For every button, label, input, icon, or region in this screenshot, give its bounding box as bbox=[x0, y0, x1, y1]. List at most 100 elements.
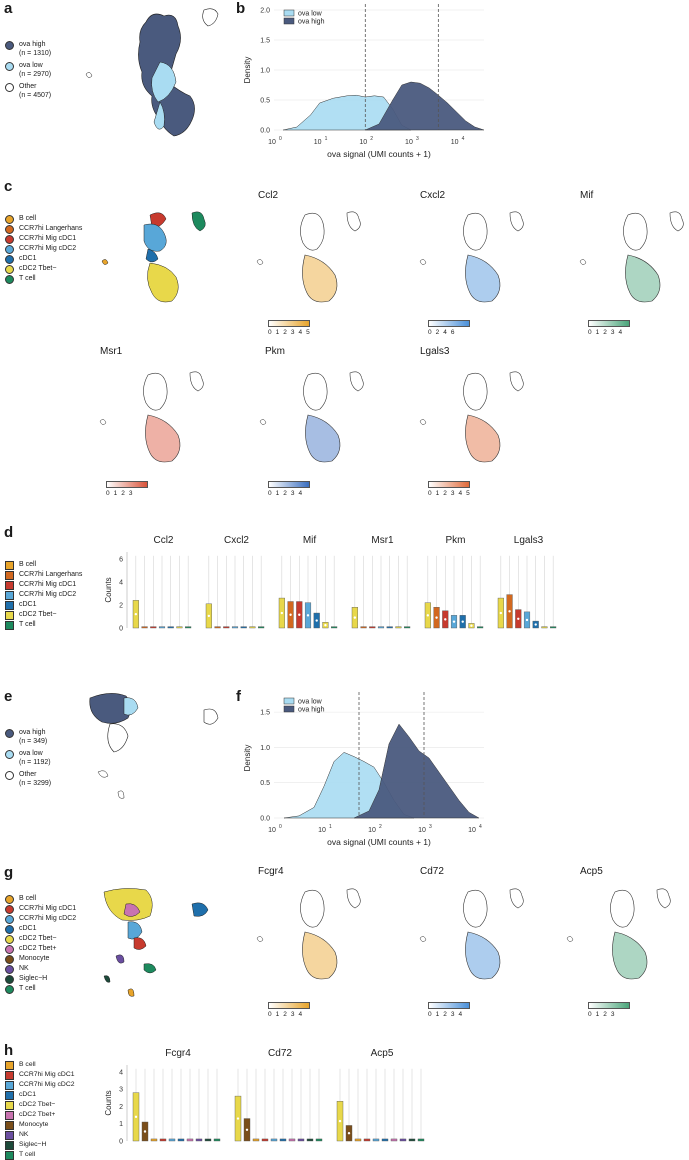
colorbar-tick-label: 2 bbox=[443, 490, 447, 497]
gene-title: Pkm bbox=[265, 346, 285, 357]
box bbox=[550, 626, 557, 629]
legend-square bbox=[5, 601, 14, 610]
y-tick-label: 0.5 bbox=[260, 98, 270, 105]
legend-label: Siglec−H bbox=[19, 975, 48, 982]
legend-label: cDC1 bbox=[19, 1091, 36, 1098]
box bbox=[270, 1138, 278, 1142]
colorbar-tick-label: 2 bbox=[121, 490, 125, 497]
gene-title: Cd72 bbox=[420, 866, 444, 877]
umap-outline-side bbox=[669, 211, 684, 232]
x-tick-exponent: 1 bbox=[329, 824, 332, 830]
legend-label: cDC2 Tbet− bbox=[19, 1101, 56, 1108]
legend-count: (n = 349) bbox=[19, 738, 48, 745]
colorbar-tick-label: 0 bbox=[268, 329, 272, 336]
panel-letter-d: d bbox=[4, 524, 14, 541]
median-dot bbox=[525, 618, 529, 622]
box bbox=[404, 626, 411, 629]
median-dot bbox=[280, 611, 284, 615]
legend-dot bbox=[5, 215, 14, 224]
median-dot bbox=[236, 1117, 240, 1120]
legend-label: Monocyte bbox=[19, 1121, 49, 1128]
colorbar-tick-label: 2 bbox=[283, 1011, 287, 1018]
colorbar-tick-label: 4 bbox=[458, 1011, 463, 1018]
legend-label: cDC2 Tbet− bbox=[19, 611, 57, 618]
umap-outline-small bbox=[419, 259, 427, 265]
legend-label: B cell bbox=[19, 561, 37, 568]
umap-g bbox=[103, 888, 209, 997]
median-dot bbox=[353, 616, 357, 619]
median-dot bbox=[134, 1115, 138, 1119]
umap-outline-small bbox=[256, 936, 264, 942]
median-dot bbox=[143, 1130, 147, 1133]
colorbar-tick-label: 0 bbox=[428, 329, 432, 336]
legend-label: Monocyte bbox=[19, 955, 50, 962]
legend-square bbox=[5, 1101, 14, 1110]
umap-outline-top bbox=[623, 212, 648, 251]
legend-square bbox=[5, 1121, 14, 1130]
umap-outline-small bbox=[99, 419, 107, 425]
y-axis-label: Counts bbox=[105, 1090, 113, 1115]
legend-dot-other bbox=[5, 771, 14, 780]
legend-square bbox=[5, 1111, 14, 1120]
legend-g: B cell CCR7hi Mig cDC1 CCR7hi Mig cDC2 c… bbox=[5, 894, 115, 994]
box bbox=[223, 626, 230, 629]
box bbox=[177, 1138, 185, 1142]
box bbox=[408, 1138, 416, 1142]
box bbox=[168, 1138, 176, 1142]
legend-square bbox=[5, 1151, 14, 1160]
legend-dot bbox=[5, 905, 14, 914]
x-tick-exponent: 1 bbox=[325, 136, 328, 142]
colorbar-tick-label: 0 bbox=[106, 490, 110, 497]
gene-title: Mif bbox=[303, 535, 317, 546]
y-tick-label: 1.0 bbox=[260, 745, 270, 752]
legend-label: B cell bbox=[19, 895, 37, 902]
legend-label: ova low bbox=[298, 11, 323, 18]
median-dot bbox=[338, 1119, 342, 1123]
y-tick-label: 4 bbox=[119, 579, 123, 586]
gene-title: Msr1 bbox=[100, 346, 123, 357]
box bbox=[252, 1138, 260, 1142]
umap-cluster-nk bbox=[115, 954, 125, 964]
gene-title: Mif bbox=[580, 190, 594, 201]
box bbox=[477, 626, 484, 629]
y-tick-label: 1.0 bbox=[260, 68, 270, 75]
colorbar-tick-label: 2 bbox=[283, 329, 287, 336]
legend-label: ova high bbox=[19, 729, 46, 736]
median-dot bbox=[289, 613, 292, 616]
legend-count: (n = 2970) bbox=[19, 71, 52, 78]
box bbox=[417, 1138, 425, 1142]
legend-square bbox=[5, 1131, 14, 1140]
gene-title: Fcgr4 bbox=[165, 1048, 191, 1059]
box bbox=[150, 626, 157, 629]
boxplot-d: 0 2 4 6 Counts Ccl2 Cxcl2 Mif Msr1 Pkm Lgals3 bbox=[105, 535, 557, 633]
legend-square bbox=[5, 571, 14, 580]
box bbox=[372, 1138, 380, 1142]
legend-dot-ova-high bbox=[5, 41, 14, 50]
colorbar-tick-label: 3 bbox=[610, 1011, 615, 1018]
colorbar-tick-label: 1 bbox=[595, 329, 600, 336]
legend-dot bbox=[5, 935, 14, 944]
median-dot bbox=[452, 620, 456, 623]
box bbox=[186, 1138, 194, 1142]
legend-swatch bbox=[283, 705, 295, 713]
y-tick-label: 3 bbox=[119, 1087, 123, 1094]
panel-letter-a: a bbox=[4, 0, 13, 17]
legend-dot bbox=[5, 275, 14, 284]
colorbar-tick-label: 0 bbox=[588, 329, 592, 336]
panel-letter-e: e bbox=[4, 688, 13, 705]
colorbar-tick-label: 1 bbox=[275, 329, 280, 336]
colorbar-tick-label: 4 bbox=[458, 490, 463, 497]
colorbar-tick-label: 0 bbox=[428, 490, 432, 497]
box bbox=[279, 1138, 287, 1142]
box bbox=[541, 626, 548, 629]
legend-square bbox=[5, 561, 14, 570]
